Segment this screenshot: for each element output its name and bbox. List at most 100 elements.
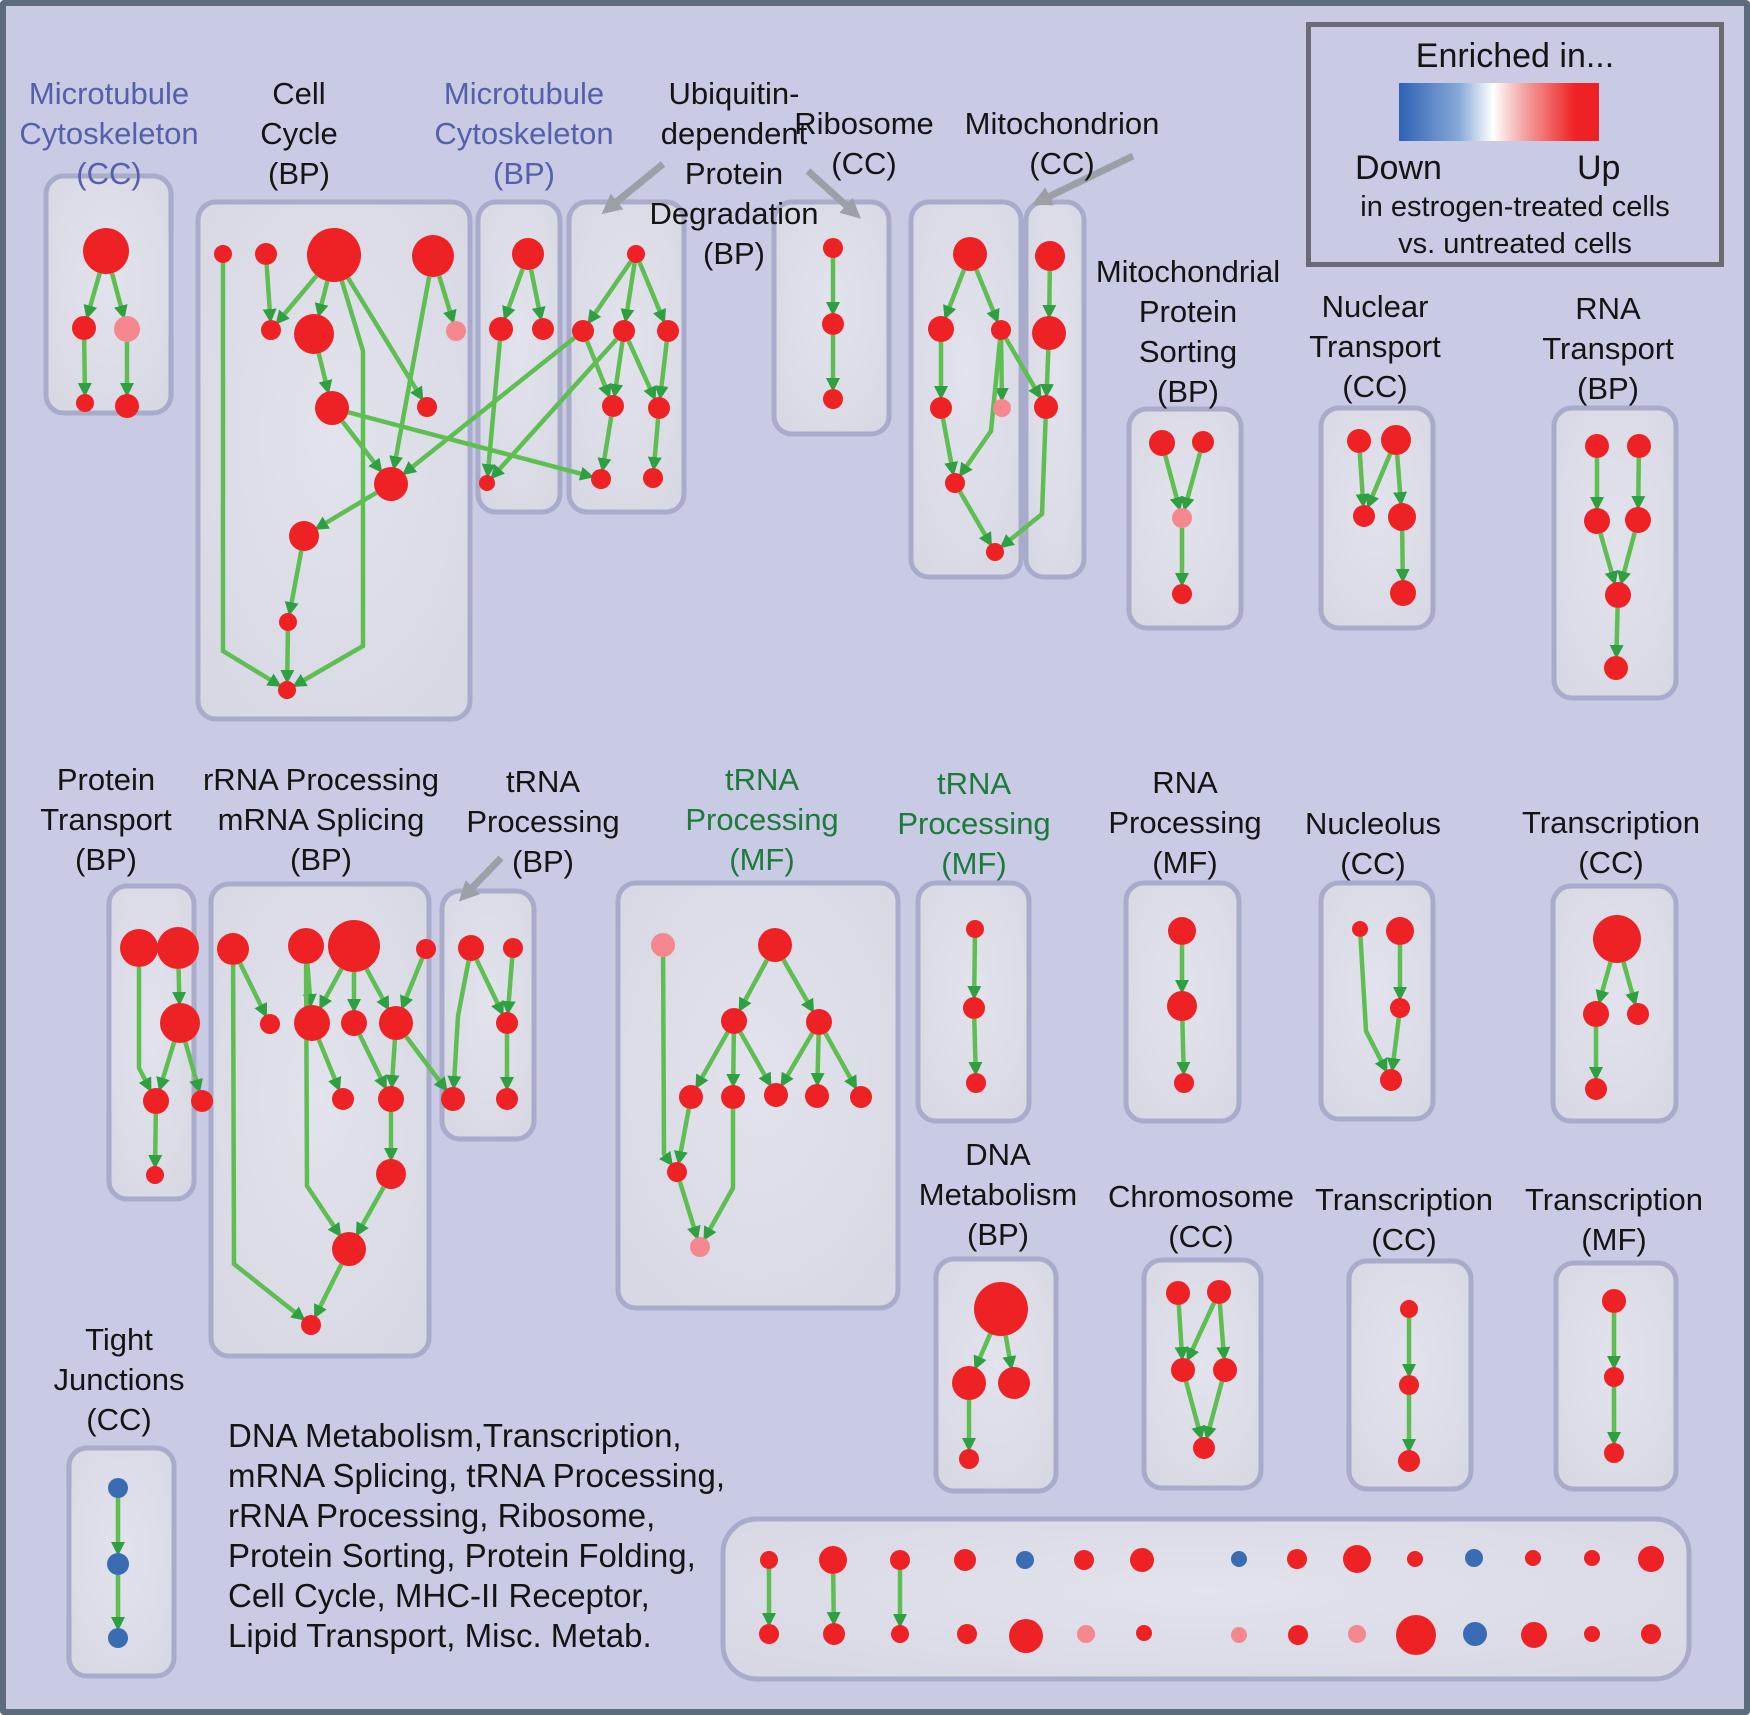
go-term-node <box>1287 1549 1307 1569</box>
go-term-node <box>822 313 844 335</box>
go-term-node <box>1174 1073 1194 1093</box>
go-term-node <box>1604 1367 1624 1387</box>
relation-edge <box>437 275 457 325</box>
go-term-node <box>1388 503 1416 531</box>
relation-edge <box>967 937 982 1000</box>
relation-edge <box>314 490 378 530</box>
relation-edge <box>1631 457 1646 510</box>
go-term-node <box>143 1088 169 1114</box>
cluster-label-rrna-processing-mrna-splicing-bp: rRNA Processing mRNA Splicing (BP) <box>202 762 440 877</box>
go-term-node <box>1172 584 1192 604</box>
cluster-label-transcription-cc-top: Transcription (CC) <box>1521 805 1701 880</box>
go-term-node <box>120 929 158 967</box>
cluster-box-microtubule-cytoskeleton-bp <box>475 199 563 515</box>
cluster-label-chromosome-cc: Chromosome (CC) <box>1107 1179 1295 1254</box>
go-term-node <box>503 938 523 958</box>
relation-edge <box>83 272 102 320</box>
go-term-node <box>1074 1550 1094 1570</box>
go-network-graphic <box>43 152 1692 1682</box>
cluster-label-microtubule-cytoskeleton-bp: Microtubule Cytoskeleton (BP) <box>434 76 614 191</box>
go-term-node <box>928 316 954 342</box>
cluster-label-transcription-cc-bottom: Transcription (CC) <box>1314 1182 1494 1257</box>
go-term-node <box>1584 1550 1600 1566</box>
relation-edge <box>404 1035 448 1092</box>
cluster-box-rrna-processing-mrna-splicing-bp <box>208 881 432 1359</box>
go-term-node <box>288 928 324 964</box>
relation-edge <box>501 957 516 1016</box>
relation-edge <box>220 263 282 687</box>
relation-edge <box>1002 1335 1017 1371</box>
relation-edge <box>1186 1301 1217 1362</box>
misc-terms-footnote: DNA Metabolism,Transcription, mRNA Splic… <box>228 1417 726 1654</box>
go-term-node <box>1627 1003 1649 1025</box>
relation-edge <box>346 276 424 402</box>
relation-edge <box>659 956 673 1167</box>
relation-edge <box>148 1113 163 1169</box>
go-term-node <box>974 1282 1028 1336</box>
relation-edge <box>314 280 330 318</box>
cluster-label-cell-cycle-bp: Cell Cycle (BP) <box>260 76 338 191</box>
relation-edge <box>77 339 92 397</box>
go-term-node <box>278 681 296 699</box>
go-term-node <box>759 1624 779 1644</box>
relation-edge <box>355 1185 386 1237</box>
go-term-node <box>1035 241 1065 271</box>
go-term-node <box>954 1549 976 1571</box>
go-term-node <box>1016 1551 1034 1569</box>
relation-edge <box>1176 1020 1191 1076</box>
relation-edge <box>1039 349 1054 398</box>
relation-edge <box>695 1031 730 1090</box>
go-term-node <box>1231 1627 1247 1643</box>
go-term-node <box>959 1449 979 1469</box>
go-term-node <box>1638 1546 1664 1572</box>
relation-edge <box>958 339 1003 478</box>
relation-edge <box>974 268 1000 324</box>
go-term-node <box>966 920 984 938</box>
go-term-node <box>1192 431 1214 453</box>
relation-edge <box>400 957 425 1011</box>
relation-edge <box>823 1032 858 1090</box>
relation-edge <box>647 418 662 472</box>
go-term-node <box>1168 917 1196 945</box>
go-term-node <box>721 1008 747 1034</box>
relation-edge <box>1216 1303 1231 1362</box>
go-term-node <box>261 320 281 340</box>
go-term-node <box>823 389 843 409</box>
go-term-node <box>214 245 232 263</box>
go-term-node <box>1584 1626 1600 1642</box>
relation-edge <box>474 958 504 1016</box>
relation-edge <box>109 272 128 320</box>
go-term-node <box>412 235 454 277</box>
cluster-label-transcription-mf: Transcription (MF) <box>1524 1182 1704 1257</box>
relation-edge <box>364 967 390 1011</box>
legend-title: Enriched in... <box>1415 37 1615 75</box>
go-term-node <box>627 245 645 263</box>
go-term-node <box>1353 505 1375 527</box>
relation-edge <box>1358 936 1388 1073</box>
go-term-node <box>758 928 792 962</box>
go-term-node <box>379 1006 413 1040</box>
relation-edge <box>280 630 295 684</box>
go-term-node <box>108 1478 128 1498</box>
relation-edge <box>1355 452 1370 508</box>
go-term-node <box>721 1085 745 1109</box>
relation-edge <box>780 1032 815 1088</box>
relation-edge <box>1180 452 1203 512</box>
legend: Enriched in... Down Up in estrogen-treat… <box>1306 22 1724 267</box>
relation-edge <box>262 264 277 323</box>
go-term-node <box>1343 1545 1371 1573</box>
go-term-node <box>1625 507 1651 533</box>
relation-edge <box>597 416 614 473</box>
relation-edge <box>1386 1017 1402 1073</box>
go-term-node <box>1347 429 1371 453</box>
go-term-node <box>1390 580 1416 606</box>
go-term-node <box>806 1009 832 1035</box>
go-term-node <box>850 1086 872 1108</box>
relation-edge <box>183 1041 203 1094</box>
go-term-node <box>667 1162 687 1182</box>
relation-edge <box>1595 961 1613 1005</box>
relation-edge <box>637 261 667 324</box>
go-term-node <box>1352 921 1368 937</box>
go-term-node <box>953 237 987 271</box>
